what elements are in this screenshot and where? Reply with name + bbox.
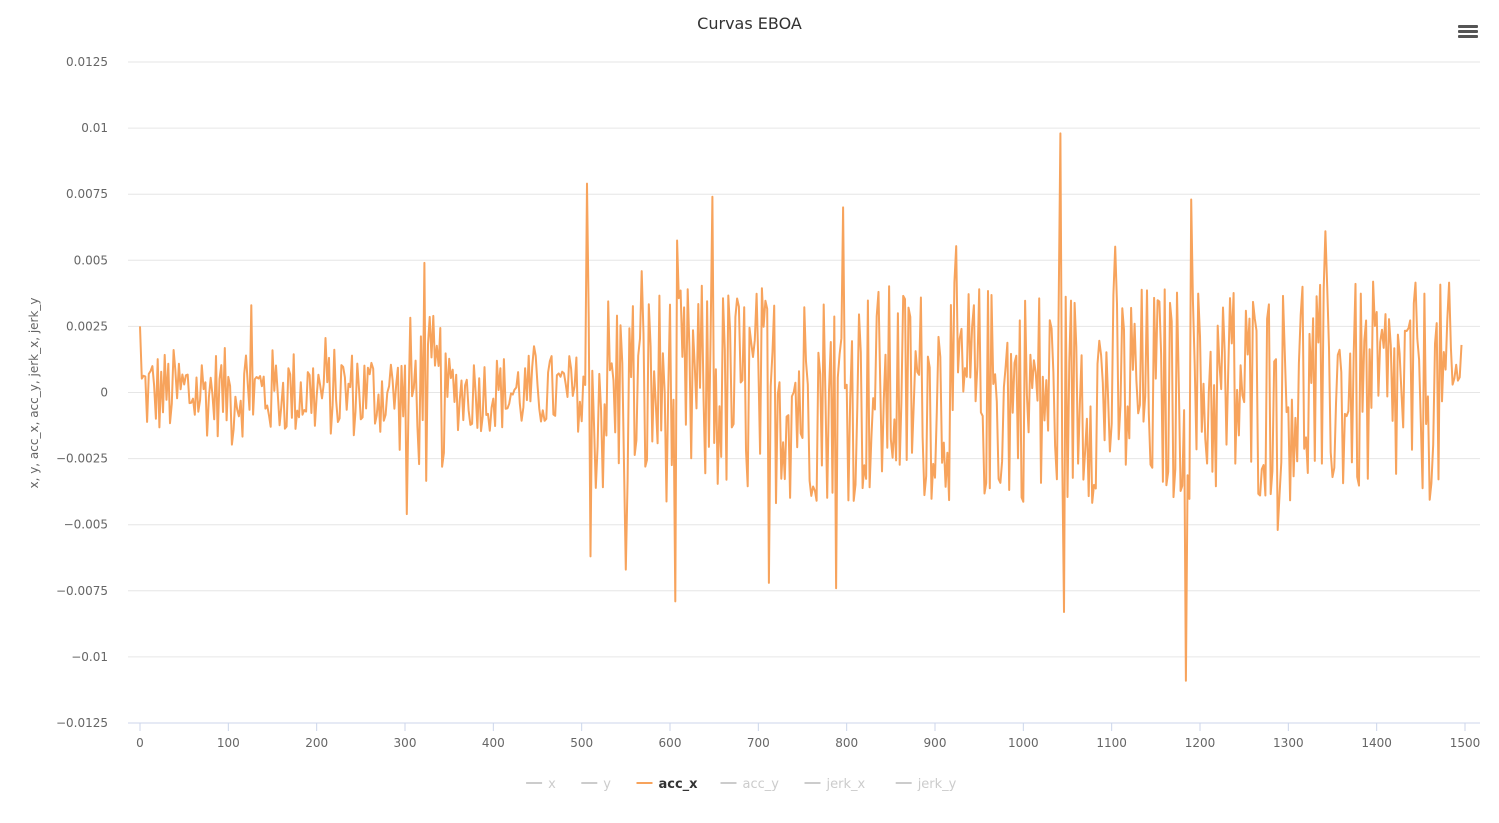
legend-item-y[interactable]: y <box>581 777 611 792</box>
y-tick-label: −0.0125 <box>56 716 108 730</box>
legend-label: x <box>548 777 556 792</box>
x-tick-label: 1000 <box>1008 736 1039 750</box>
y-tick-label: 0.0125 <box>66 55 108 69</box>
x-tick-label: 600 <box>659 736 682 750</box>
x-tick-label: 700 <box>747 736 770 750</box>
legend-label: jerk_x <box>826 777 866 792</box>
x-tick-label: 400 <box>482 736 505 750</box>
legend-item-jerk_x[interactable]: jerk_x <box>804 777 866 792</box>
legend-label: acc_y <box>743 777 780 792</box>
y-tick-label: 0.005 <box>74 253 108 267</box>
x-tick-label: 1500 <box>1450 736 1481 750</box>
legend-item-acc_x[interactable]: acc_x <box>636 777 699 792</box>
chart-title: Curvas EBOA <box>697 14 802 33</box>
x-tick-label: 1400 <box>1361 736 1392 750</box>
x-tick-label: 0 <box>136 736 144 750</box>
y-axis: 0.0125 0.01 0.0075 0.005 0.0025 0 −0.0025 −0.00… <box>56 55 108 730</box>
legend-label: acc_x <box>659 777 699 792</box>
series-layer <box>139 132 1463 682</box>
grid-lines <box>128 61 1480 724</box>
legend-item-x[interactable]: x <box>526 777 556 792</box>
legend-item-acc_y[interactable]: acc_y <box>720 777 780 792</box>
x-tick-label: 1200 <box>1185 736 1216 750</box>
x-tick-label: 1100 <box>1096 736 1127 750</box>
y-axis-title: x, y, acc_x, acc_y, jerk_x, jerk_y <box>27 297 41 488</box>
y-tick-label: −0.01 <box>71 650 108 664</box>
x-tick-label: 300 <box>394 736 417 750</box>
x-axis: 0 100 200 300 400 500 600 700 800 900 1000 1100 1200… <box>136 723 1480 750</box>
series-line-acc_x[interactable] <box>139 132 1463 682</box>
legend-item-jerk_y[interactable]: jerk_y <box>895 777 957 792</box>
legend-label: jerk_y <box>917 777 957 792</box>
y-tick-label: −0.0075 <box>56 584 108 598</box>
x-tick-label: 200 <box>305 736 328 750</box>
x-tick-label: 900 <box>924 736 947 750</box>
y-tick-label: −0.0025 <box>56 452 108 466</box>
y-tick-label: 0.0025 <box>66 319 108 333</box>
y-tick-label: 0.0075 <box>66 187 108 201</box>
y-tick-label: 0 <box>100 386 108 400</box>
hamburger-menu-icon[interactable] <box>1452 18 1484 46</box>
y-tick-label: −0.005 <box>64 518 108 532</box>
x-tick-label: 1300 <box>1273 736 1304 750</box>
y-tick-label: 0.01 <box>81 121 108 135</box>
legend-label: y <box>603 777 611 792</box>
x-tick-label: 800 <box>835 736 858 750</box>
x-tick-label: 500 <box>570 736 593 750</box>
legend: x y acc_x acc_y jerk_x jerk_y <box>526 777 957 792</box>
x-tick-label: 100 <box>217 736 240 750</box>
